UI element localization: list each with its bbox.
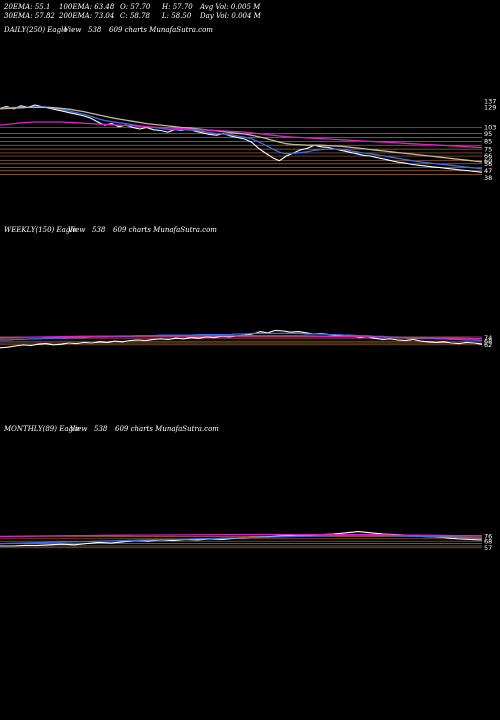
daily-price-line — [0, 104, 483, 173]
daily-tick-label: 103 — [484, 124, 496, 132]
daily-ema-line-a — [0, 105, 483, 170]
daily-tick-label: 66 — [484, 152, 492, 160]
monthly-tick-label: 76 — [484, 533, 492, 541]
monthly-ema-line-b — [0, 533, 483, 538]
daily-tick-label: 129 — [484, 104, 496, 112]
low-label: L: 58.50 — [162, 12, 192, 20]
daily-tick-label: 95 — [484, 130, 492, 138]
ema30-label: 30EMA: 57.82 — [4, 12, 55, 20]
weekly-title: WEEKLY(150) Eagle — [4, 226, 77, 234]
daily-ema-line-c — [0, 121, 483, 149]
daily-ema-line-b — [0, 106, 483, 163]
daily-tick-label: 38 — [484, 174, 492, 182]
daily-tick-label: 56 — [484, 160, 492, 168]
weekly-count: 538 — [92, 226, 106, 234]
daily-tick-label: 137 — [484, 97, 496, 105]
avg-vol-label: Avg Vol: 0.005 M — [200, 3, 261, 11]
daily-site: 609 charts MunafaSutra.com — [109, 26, 213, 34]
daily-title: DAILY(250) Eagle — [4, 26, 68, 34]
daily-tick-label: 75 — [484, 145, 492, 153]
ema200-label: 200EMA: 73.04 — [59, 12, 115, 20]
daily-tick-label: 47 — [484, 167, 492, 175]
close-label: C: 58.78 — [120, 12, 150, 20]
weekly-view: View — [68, 226, 86, 234]
weekly-ema-line-b — [0, 335, 483, 340]
daily-tick-label: 85 — [484, 138, 492, 146]
high-label: H: 57.70 — [162, 3, 193, 11]
monthly-title: MONTHLY(89) Eagle — [4, 425, 80, 433]
monthly-site: 609 charts MunafaSutra.com — [115, 425, 219, 433]
monthly-view: View — [70, 425, 88, 433]
weekly-tick-label: 74 — [484, 334, 492, 342]
monthly-tick-label: 68 — [484, 537, 492, 545]
monthly-count: 538 — [94, 425, 108, 433]
daily-tick-label: 60 — [484, 157, 492, 165]
weekly-tick-label: 68 — [484, 337, 492, 345]
weekly-tick-label: 62 — [484, 341, 492, 349]
ema100-label: 100EMA: 63.48 — [59, 3, 115, 11]
ema20-label: 20EMA: 55.1 — [4, 3, 51, 11]
daily-count: 538 — [88, 26, 102, 34]
daily-view: View — [64, 26, 82, 34]
monthly-ema-line-a — [0, 534, 483, 545]
open-label: O: 57.70 — [120, 3, 151, 11]
weekly-site: 609 charts MunafaSutra.com — [113, 226, 217, 234]
monthly-tick-label: 57 — [484, 544, 492, 552]
day-vol-label: Day Vol: 0.004 M — [200, 12, 261, 20]
